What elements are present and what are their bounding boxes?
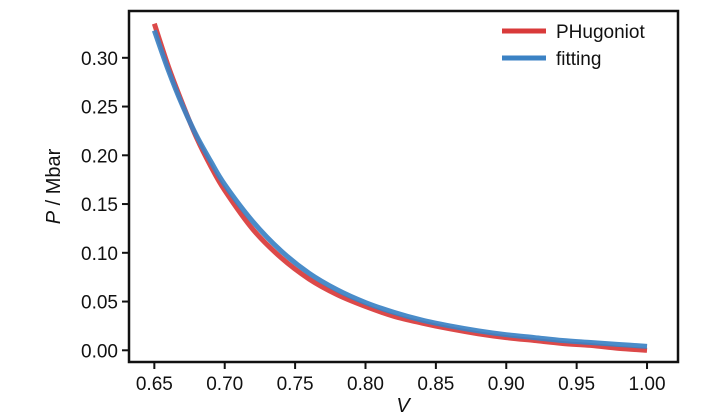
x-tick-label: 0.95	[558, 374, 595, 395]
x-tick-label: 0.90	[488, 374, 525, 395]
y-tick-label: 0.05	[81, 293, 118, 314]
y-axis-label-unit: / Mbar	[43, 148, 65, 211]
y-tick-label: 0.30	[81, 49, 118, 70]
legend-label-fitting: fitting	[556, 49, 601, 70]
x-tick-label: 0.80	[347, 374, 384, 395]
y-axis-label-symbol: P	[43, 210, 65, 224]
y-tick-label: 0.00	[81, 341, 118, 362]
x-tick-label: 0.85	[417, 374, 454, 395]
x-tick-label: 0.65	[136, 374, 173, 395]
y-tick-label: 0.15	[81, 195, 118, 216]
x-tick-label: 0.70	[206, 374, 243, 395]
series-layer	[151, 22, 648, 353]
legend: PHugoniot fitting	[502, 22, 645, 70]
y-axis-label: P / Mbar	[43, 148, 65, 224]
x-tick-label: 1.00	[629, 374, 666, 395]
y-tick-label: 0.25	[81, 98, 118, 119]
plot-frame	[127, 9, 680, 364]
legend-label-phugoniot: PHugoniot	[556, 22, 645, 43]
y-tick-label: 0.20	[81, 146, 118, 167]
x-axis-label: V	[396, 395, 411, 416]
y-tick-label: 0.10	[81, 244, 118, 265]
x-tick-label: 0.75	[277, 374, 314, 395]
x-ticks: 0.65 0.70 0.75 0.80 0.85 0.90 0.95 1.00	[136, 362, 666, 395]
series-line-fitting	[151, 29, 648, 349]
y-ticks: 0.00 0.05 0.10 0.15 0.20 0.25 0.30	[81, 49, 129, 362]
